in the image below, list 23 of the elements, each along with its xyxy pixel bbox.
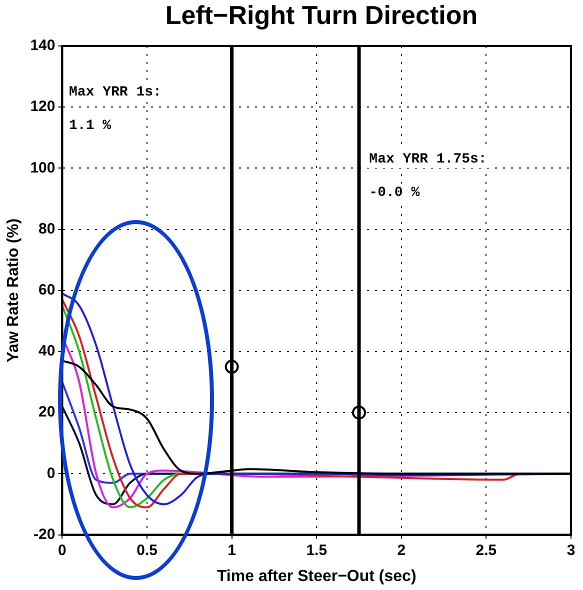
y-tick-label: -20: [34, 526, 56, 543]
x-tick-label: 1.5: [306, 542, 328, 559]
annotation: Max YRR 1s:: [69, 84, 162, 100]
y-tick-label: 100: [30, 159, 56, 176]
annotation: Max YRR 1.75s:: [369, 152, 487, 168]
annotation: 1.1 %: [69, 118, 112, 134]
y-tick-label: 140: [30, 37, 56, 54]
x-tick-label: 3: [566, 542, 576, 559]
y-axis-title: Yaw Rate Ratio (%): [5, 218, 22, 362]
x-tick-label: 2.5: [476, 542, 497, 559]
x-tick-label: 0: [58, 542, 66, 559]
annotation: -0.0 %: [369, 185, 420, 202]
x-tick-label: 0.5: [136, 542, 158, 559]
y-tick-label: 20: [38, 404, 56, 421]
chart-title: Left−Right Turn Direction: [164, 0, 479, 31]
x-axis-title: Time after Steer−Out (sec): [216, 568, 416, 585]
y-tick-label: 60: [38, 282, 56, 299]
y-tick-label: 40: [38, 342, 56, 360]
y-tick-label: 80: [38, 220, 56, 238]
x-tick-label: 1: [228, 542, 236, 559]
y-tick-label: 120: [30, 98, 56, 116]
x-tick-label: 2: [397, 542, 406, 559]
y-tick-label: 0: [46, 464, 56, 482]
